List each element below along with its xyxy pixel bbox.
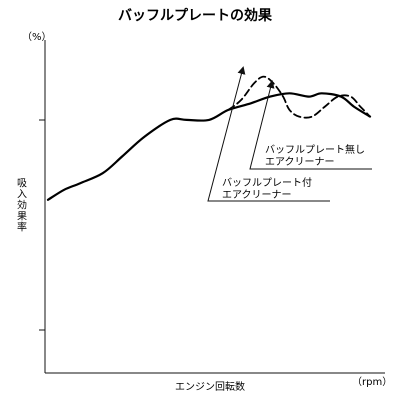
x-axis-label: エンジン回転数 [175, 380, 245, 393]
annotation-with-baffle-leader [207, 66, 330, 202]
x-unit-label: （rpm） [352, 376, 392, 388]
series-layer [46, 75, 372, 201]
y-axis-label: 吸入効果率 [15, 178, 27, 233]
y-unit-label: （%） [22, 31, 52, 43]
annotation-with-baffle-line1: バッフルプレート付 [222, 176, 312, 189]
annotation-with-baffle-line2: エアクリーナー [222, 189, 292, 201]
annotation-no-baffle-line2: エアクリーナー [265, 156, 335, 168]
chart-title: バッフルプレートの効果 [118, 7, 273, 24]
annotation-no-baffle-line1: バッフルプレート無し [265, 143, 365, 156]
series-line-solid [46, 92, 372, 201]
annotation-no-baffle-leader [249, 80, 372, 170]
series-line-dashed [227, 75, 371, 119]
